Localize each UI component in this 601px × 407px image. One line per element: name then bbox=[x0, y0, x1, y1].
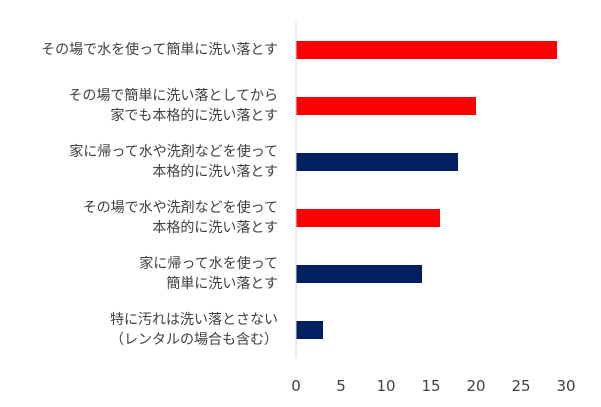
x-tick-label-20: 20 bbox=[466, 377, 485, 395]
category-label-2: その場で簡単に洗い落としてから家でも本格的に洗い落とす bbox=[68, 88, 278, 124]
bar-5 bbox=[296, 265, 422, 283]
x-tick-label-10: 10 bbox=[376, 377, 395, 395]
x-tick-label-0: 0 bbox=[291, 377, 301, 395]
bars-group bbox=[296, 41, 557, 339]
category-label-line: 本格的に洗い落とす bbox=[152, 164, 278, 180]
category-label-line: 簡単に洗い落とす bbox=[166, 276, 278, 292]
category-label-5: 家に帰って水を使って簡単に洗い落とす bbox=[139, 255, 278, 292]
category-label-line: 家でも本格的に洗い落とす bbox=[110, 107, 278, 124]
category-label-line: 特に汚れは洗い落とさない bbox=[110, 312, 278, 328]
category-label-line: その場で水や洗剤などを使って bbox=[83, 199, 278, 216]
bar-3 bbox=[296, 153, 458, 171]
x-tick-label-30: 30 bbox=[556, 377, 575, 395]
category-label-1: その場で水を使って簡単に洗い落とす bbox=[41, 41, 278, 58]
category-label-line: 家に帰って水を使って bbox=[139, 255, 278, 272]
bar-2 bbox=[296, 97, 476, 115]
category-label-3: 家に帰って水や洗剤などを使って本格的に洗い落とす bbox=[69, 143, 278, 180]
bar-1 bbox=[296, 41, 557, 59]
category-label-line: 家に帰って水や洗剤などを使って bbox=[69, 143, 278, 160]
x-tick-label-25: 25 bbox=[511, 377, 530, 395]
category-label-line: （レンタルの場合も含む） bbox=[110, 332, 278, 348]
category-labels-group: その場で水を使って簡単に洗い落とすその場で簡単に洗い落としてから家でも本格的に洗… bbox=[41, 41, 278, 348]
x-tick-label-5: 5 bbox=[336, 377, 346, 395]
bar-4 bbox=[296, 209, 440, 227]
x-tick-label-15: 15 bbox=[421, 377, 440, 395]
x-tick-labels-group: 0 5 10 15 20 25 30 bbox=[291, 377, 575, 395]
bar-6 bbox=[296, 321, 323, 339]
category-label-6: 特に汚れは洗い落とさない （レンタルの場合も含む） bbox=[110, 312, 278, 348]
category-label-line: その場で水を使って簡単に洗い落とす bbox=[41, 41, 278, 58]
category-label-4: その場で水や洗剤などを使って本格的に洗い落とす bbox=[83, 199, 278, 236]
category-label-line: 本格的に洗い落とす bbox=[152, 220, 278, 236]
category-label-line: その場で簡単に洗い落としてから bbox=[68, 88, 278, 104]
